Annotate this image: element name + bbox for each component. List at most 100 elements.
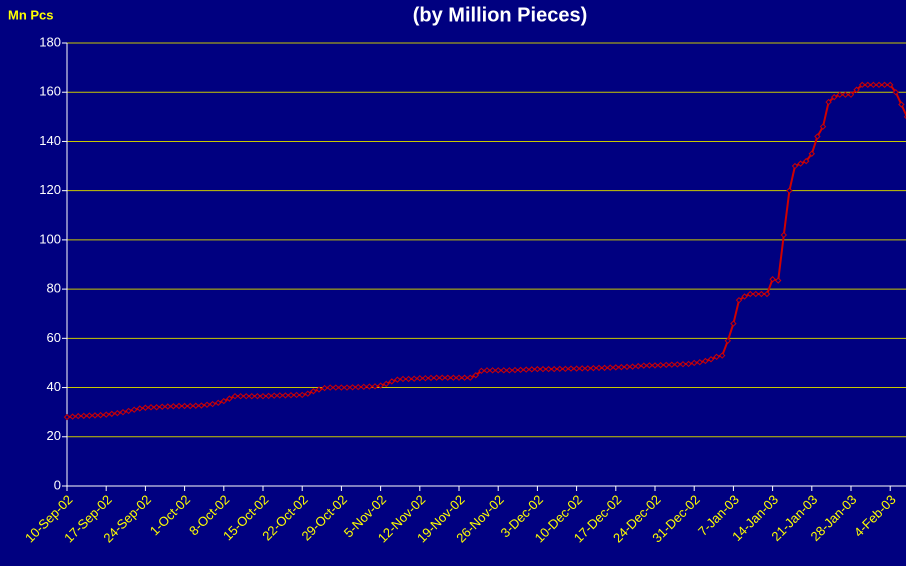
marker — [780, 231, 788, 239]
marker — [892, 89, 900, 96]
y-tick-label: 140 — [39, 133, 61, 148]
marker — [858, 81, 866, 89]
marker — [478, 367, 485, 375]
marker — [265, 392, 272, 400]
y-tick-label: 120 — [39, 182, 61, 197]
marker — [349, 384, 356, 391]
marker — [797, 160, 804, 167]
marker — [814, 133, 821, 140]
marker — [220, 397, 228, 405]
marker — [802, 157, 810, 165]
marker — [606, 364, 614, 371]
marker — [590, 364, 597, 372]
marker — [640, 362, 648, 369]
marker — [259, 392, 267, 400]
marker — [242, 392, 250, 400]
marker — [819, 123, 827, 130]
marker — [164, 403, 172, 410]
marker — [545, 365, 552, 373]
marker — [735, 296, 743, 304]
marker — [405, 375, 412, 383]
marker — [506, 367, 513, 374]
marker — [494, 367, 502, 374]
marker — [102, 411, 110, 418]
marker — [842, 91, 849, 98]
marker — [774, 277, 782, 284]
y-tick-label: 40 — [47, 379, 61, 394]
marker — [214, 399, 222, 407]
marker — [466, 374, 474, 381]
marker — [528, 366, 536, 373]
marker — [836, 91, 844, 98]
marker — [612, 364, 620, 371]
marker — [371, 383, 379, 390]
marker — [388, 378, 396, 385]
marker — [718, 352, 726, 359]
marker — [786, 187, 793, 194]
marker — [226, 395, 233, 402]
y-tick-label: 100 — [39, 231, 61, 246]
chart-title: (by Million Pieces) — [413, 4, 587, 26]
marker — [724, 337, 732, 345]
marker — [298, 391, 306, 399]
marker — [763, 290, 771, 298]
marker — [276, 392, 284, 399]
marker — [326, 384, 334, 391]
marker — [730, 320, 737, 327]
marker — [450, 374, 457, 381]
marker — [662, 361, 670, 369]
marker — [646, 362, 653, 369]
marker — [847, 91, 855, 98]
marker — [511, 366, 519, 374]
marker — [707, 356, 715, 363]
y-tick-label: 160 — [39, 84, 61, 99]
marker — [562, 365, 569, 373]
marker — [69, 413, 76, 420]
marker — [634, 362, 642, 370]
marker — [595, 364, 603, 372]
marker — [461, 374, 468, 381]
marker — [517, 366, 524, 374]
marker — [567, 365, 575, 372]
marker — [455, 374, 463, 381]
marker — [237, 392, 244, 400]
marker — [293, 391, 300, 399]
marker — [248, 392, 256, 400]
marker — [898, 101, 905, 108]
y-tick-label: 180 — [39, 34, 61, 49]
marker — [472, 372, 480, 379]
marker — [147, 404, 155, 411]
marker — [584, 365, 592, 372]
marker — [192, 402, 200, 409]
marker — [282, 392, 289, 399]
marker — [175, 402, 183, 410]
marker — [483, 367, 491, 374]
marker — [332, 384, 340, 391]
marker — [422, 374, 429, 382]
axis-label: Mn Pcs — [8, 7, 54, 22]
marker — [864, 81, 872, 89]
marker — [746, 290, 754, 298]
marker — [629, 363, 636, 370]
marker — [618, 363, 625, 371]
marker — [674, 361, 681, 368]
marker — [601, 364, 608, 372]
marker — [354, 383, 362, 391]
marker — [651, 362, 659, 369]
marker — [181, 402, 188, 410]
marker — [713, 353, 720, 360]
marker — [791, 162, 799, 170]
marker — [136, 405, 144, 412]
marker — [287, 391, 295, 399]
marker — [254, 392, 261, 400]
marker — [427, 374, 435, 382]
y-tick-label: 0 — [54, 477, 61, 492]
marker — [394, 376, 401, 383]
marker — [97, 411, 104, 419]
marker — [550, 365, 558, 373]
marker — [304, 390, 312, 397]
marker — [881, 81, 888, 89]
